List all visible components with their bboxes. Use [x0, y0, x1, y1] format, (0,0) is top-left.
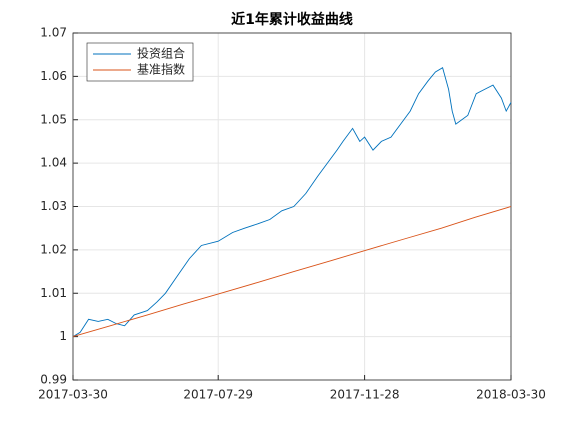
x-tick-label: 2017-11-28 — [330, 388, 400, 402]
legend-box — [86, 42, 194, 82]
y-tick-label: 1.05 — [40, 112, 67, 126]
x-tick-label: 2018-03-30 — [476, 388, 546, 402]
y-tick-label: 1.03 — [40, 199, 67, 213]
legend-label: 投资组合 — [137, 46, 185, 61]
legend-label: 基准指数 — [137, 62, 185, 77]
y-tick-label: 1 — [59, 329, 67, 343]
x-tick-label: 2017-03-30 — [38, 388, 108, 402]
y-tick-label: 1.07 — [40, 26, 67, 40]
y-tick-label: 0.99 — [40, 373, 67, 387]
chart-title: 近1年累计收益曲线 — [231, 11, 353, 28]
y-tick-label: 1.06 — [40, 69, 67, 83]
y-tick-label: 1.04 — [40, 156, 67, 170]
y-tick-label: 1.02 — [40, 242, 67, 256]
x-tick-label: 2017-07-29 — [183, 388, 253, 402]
y-tick-label: 1.01 — [40, 286, 67, 300]
series-line — [72, 67, 512, 337]
series-line — [72, 206, 512, 338]
